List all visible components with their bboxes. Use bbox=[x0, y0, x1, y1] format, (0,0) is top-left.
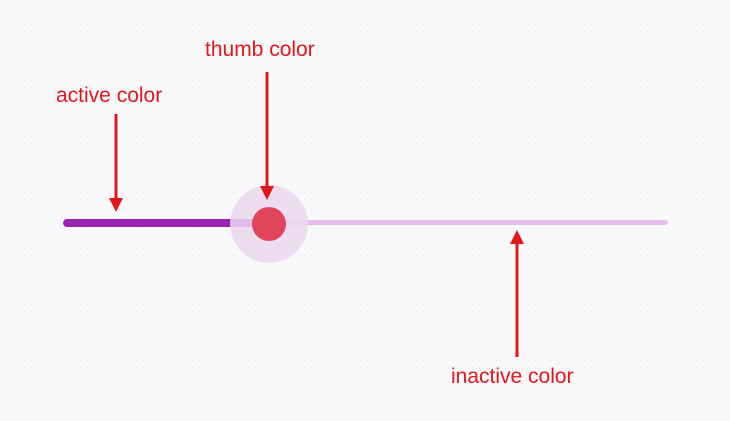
thumb-color-label: thumb color bbox=[205, 38, 315, 61]
slider-thumb[interactable] bbox=[252, 207, 286, 241]
inactive-color-label: inactive color bbox=[451, 365, 574, 388]
slider-inactive-track[interactable] bbox=[64, 220, 668, 225]
active-color-label: active color bbox=[56, 84, 163, 107]
active-color-arrow bbox=[109, 114, 123, 212]
inactive-color-arrow bbox=[510, 230, 524, 357]
slider-active-track[interactable] bbox=[63, 219, 271, 227]
thumb-color-arrow bbox=[260, 72, 274, 200]
